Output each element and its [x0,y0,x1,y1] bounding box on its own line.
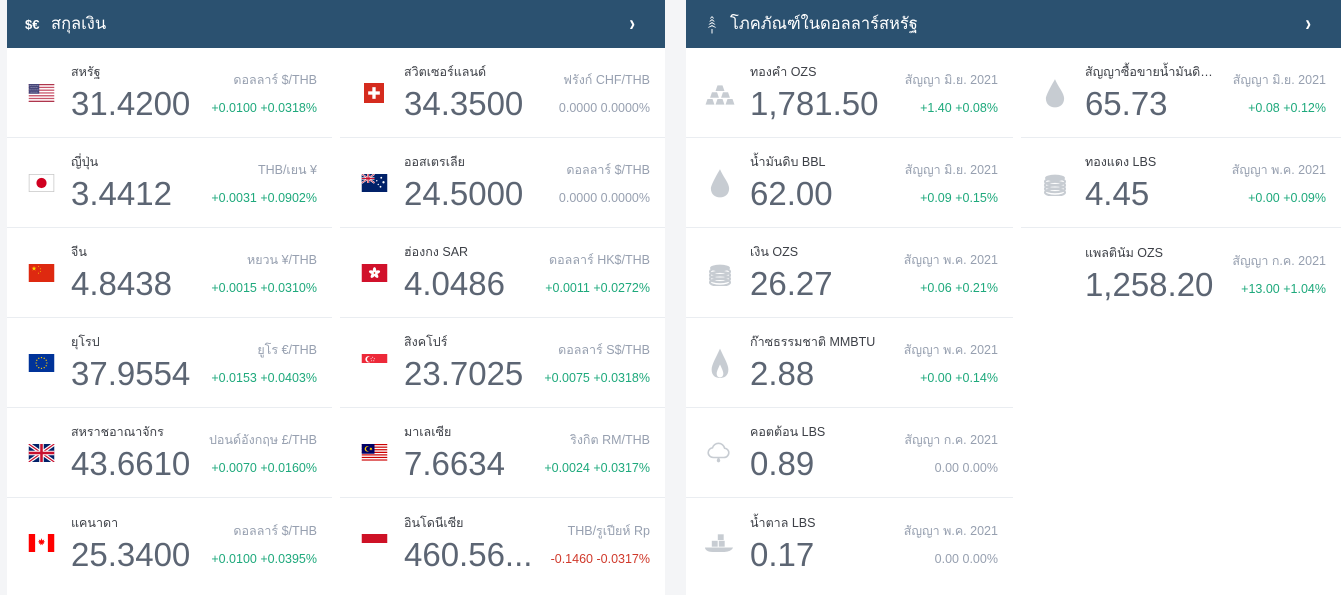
svg-text:$€: $€ [25,17,39,32]
